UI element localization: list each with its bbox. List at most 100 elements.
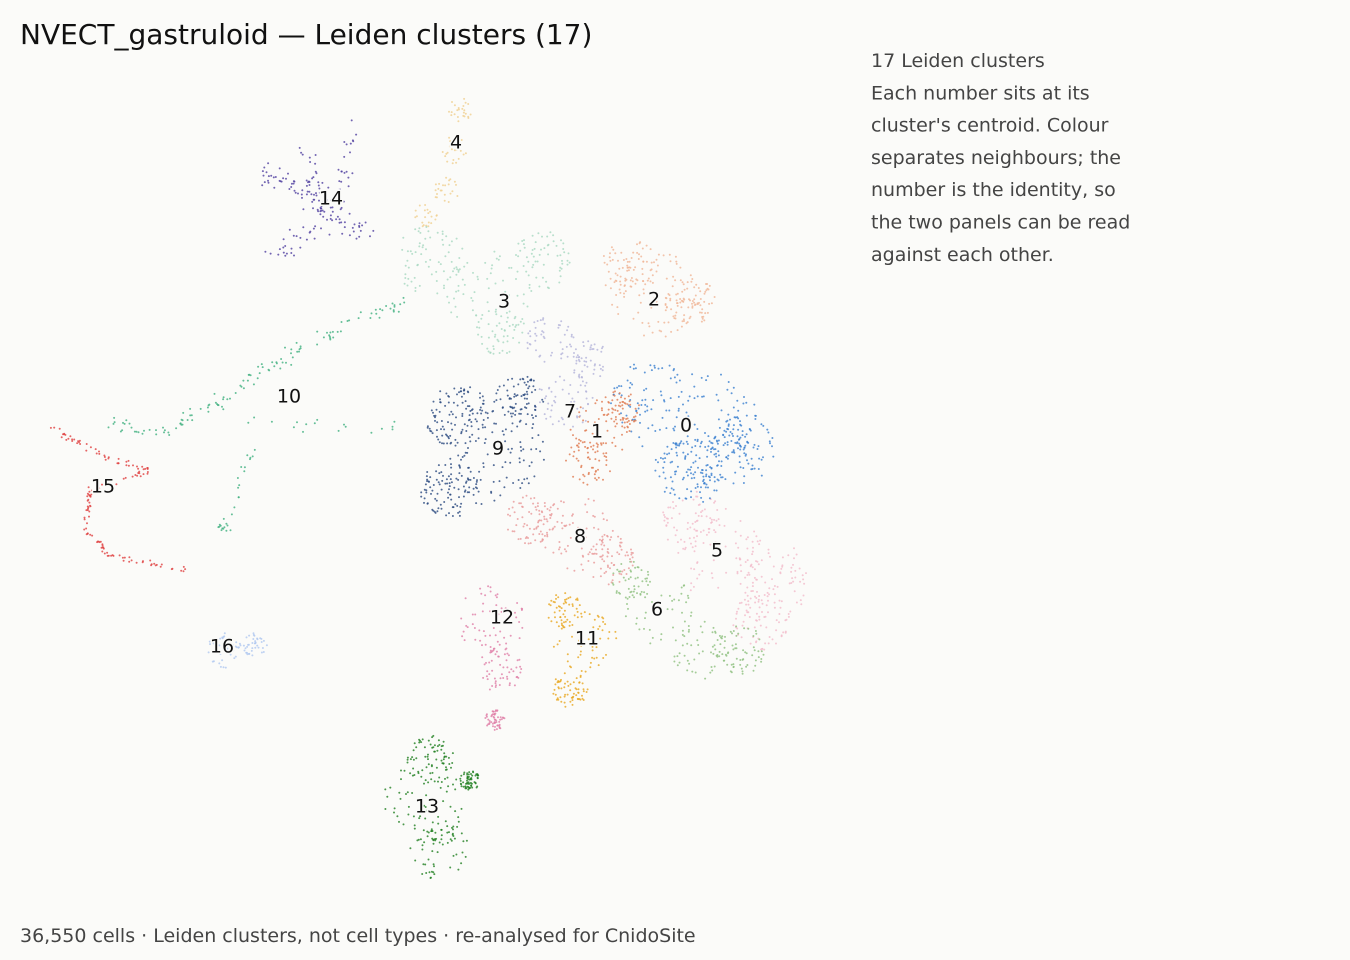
cell-point [299,246,302,249]
cell-point [239,384,242,387]
cell-point [412,815,415,818]
cell-point [620,412,622,415]
cell-point [535,334,538,337]
cell-point [474,613,477,616]
cell-point [469,440,472,443]
cell-point [516,518,519,520]
cell-point [462,105,465,107]
cell-point [91,534,94,537]
cell-point [494,653,497,656]
cell-point [618,288,621,291]
cell-point [793,590,796,593]
cell-point [533,321,536,324]
cell-point [630,257,633,259]
cell-point [468,491,471,494]
cell-point [640,590,643,593]
cell-point [86,532,89,535]
cell-point [207,410,210,413]
cluster-label: 10 [277,386,301,408]
cell-point [518,457,521,460]
cell-point [504,648,507,651]
cell-point [450,463,452,466]
cell-point [593,657,596,660]
cell-point [710,651,712,654]
cell-point [744,454,747,457]
cell-point [601,347,603,350]
cell-point [604,396,607,399]
cell-point [619,280,622,283]
cell-point [480,412,483,415]
cell-point [726,457,729,460]
cell-point [252,383,255,386]
cell-point [634,407,637,410]
cluster-label: 3 [498,291,510,313]
cell-point [517,383,520,386]
cell-point [229,529,232,532]
cell-point [704,677,707,680]
cell-point [558,609,561,612]
cell-point [623,421,626,424]
cell-point [601,400,603,403]
cell-point [475,480,478,483]
cell-point [795,553,798,556]
cell-point [101,483,103,486]
cell-point [343,226,346,229]
cell-point [470,773,472,775]
cell-point [456,393,458,396]
cell-point [458,472,461,475]
cell-point [503,653,506,656]
cell-point [295,341,298,344]
cell-point [142,560,144,563]
cell-point [139,475,142,478]
cell-point [555,594,558,597]
cell-point [710,521,713,524]
cell-point [784,630,787,633]
cell-point [531,234,534,237]
cell-point [527,332,530,335]
cell-point [622,259,625,261]
cell-point [498,385,501,388]
cell-point [609,287,612,290]
cell-point [449,276,452,279]
cell-point [656,264,659,267]
cell-point [606,535,609,538]
cell-point [691,278,694,280]
cell-point [685,601,688,604]
cell-point [306,190,309,193]
cell-point [113,416,116,419]
cell-point [628,260,631,263]
cell-point [756,540,759,543]
cell-point [673,493,676,496]
cell-point [742,482,745,484]
cell-point [440,828,443,831]
cell-point [320,227,322,230]
cell-point [469,470,472,473]
cell-point [519,249,522,252]
cell-point [794,576,797,579]
cell-point [417,230,420,233]
cell-point [537,232,540,235]
cell-point [474,486,477,489]
cell-point [607,552,610,554]
cell-point [573,400,576,403]
cell-point [427,212,430,215]
cell-point [673,317,676,320]
cell-point [459,779,462,782]
cell-point [605,420,608,423]
cell-point [589,661,592,664]
cell-point [734,647,737,650]
cell-point [641,273,644,276]
cell-point [791,577,794,580]
cell-point [437,507,440,510]
cell-point [486,453,489,456]
cell-point [491,330,494,333]
cell-point [622,401,625,403]
cell-point [565,550,568,553]
cell-point [501,406,504,409]
cell-point [218,662,221,665]
cell-point [370,431,373,434]
cell-point [430,778,433,781]
cell-point [701,308,704,311]
cell-point [511,323,514,326]
cell-point [592,545,595,548]
